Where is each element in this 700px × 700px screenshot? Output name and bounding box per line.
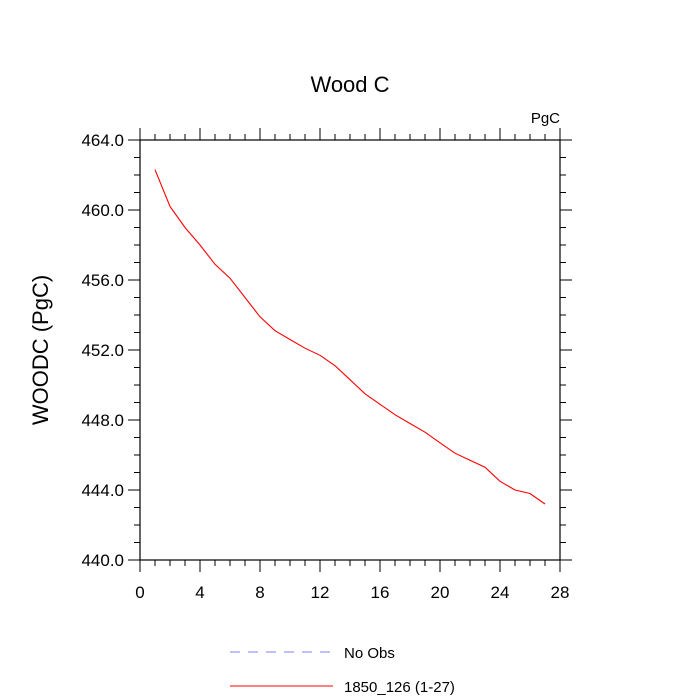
y-tick-label: 444.0 [81, 481, 124, 500]
x-tick-label: 8 [255, 583, 264, 602]
y-tick-label: 464.0 [81, 131, 124, 150]
y-tick-label: 448.0 [81, 411, 124, 430]
x-tick-label: 28 [551, 583, 570, 602]
legend: No Obs 1850_126 (1-27) [230, 645, 455, 696]
y-tick-label: 456.0 [81, 271, 124, 290]
legend-label: No Obs [344, 645, 395, 662]
axis-ticks [128, 128, 572, 572]
x-tick-label: 24 [491, 583, 510, 602]
y-tick-label: 440.0 [81, 551, 124, 570]
x-tick-label: 12 [311, 583, 330, 602]
y-tick-label: 460.0 [81, 201, 124, 220]
x-tick-label: 4 [195, 583, 204, 602]
y-tick-labels: 440.0 444.0 448.0 452.0 456.0 460.0 464.0 [81, 131, 124, 570]
legend-label: 1850_126 (1-27) [344, 679, 455, 696]
chart-title: Wood C [310, 72, 389, 97]
x-tick-labels: 0 4 8 12 16 20 24 28 [135, 583, 569, 602]
plot-frame [139, 139, 561, 561]
x-tick-label: 16 [371, 583, 390, 602]
units-label: PgC [531, 110, 560, 127]
x-tick-label: 20 [431, 583, 450, 602]
x-tick-label: 0 [135, 583, 144, 602]
series-line [154, 169, 546, 505]
y-axis-label: WOODC (PgC) [28, 275, 53, 425]
series-lines [154, 169, 546, 505]
y-tick-label: 452.0 [81, 341, 124, 360]
